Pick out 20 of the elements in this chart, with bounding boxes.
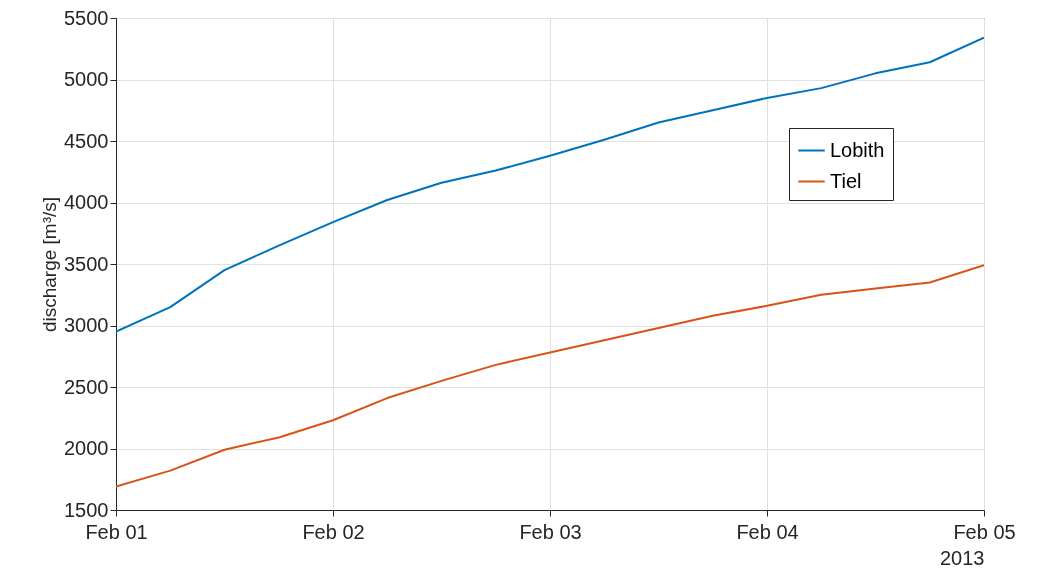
y-tick-label: 4000 — [64, 191, 109, 213]
line-series — [116, 264, 984, 488]
y-tick-label: 2500 — [64, 375, 109, 398]
text: 2013 — [940, 546, 985, 569]
y-tick-label: 3000 — [64, 314, 109, 336]
x-tick-label: Feb 02 — [302, 520, 365, 543]
line-series — [116, 36, 984, 333]
y-tick-label: 3500 — [64, 252, 109, 275]
y-tick-label: 2000 — [64, 437, 109, 459]
legend-label: Lobith — [830, 138, 885, 161]
x-tick-label: Feb 03 — [519, 520, 582, 543]
y-tick-label: 4500 — [64, 129, 109, 152]
x-tick-label: Feb 01 — [85, 520, 148, 543]
y-tick-label: 5500 — [64, 6, 109, 29]
y-tick-label: 5000 — [64, 68, 109, 90]
x-tick-label: Feb 05 — [953, 520, 1016, 543]
y-axis-title: discharge [m³/s] — [39, 196, 61, 333]
y-tick-label: 1500 — [64, 498, 109, 521]
legend-label: Tiel — [830, 169, 862, 192]
x-tick-label: Feb 04 — [736, 520, 799, 543]
